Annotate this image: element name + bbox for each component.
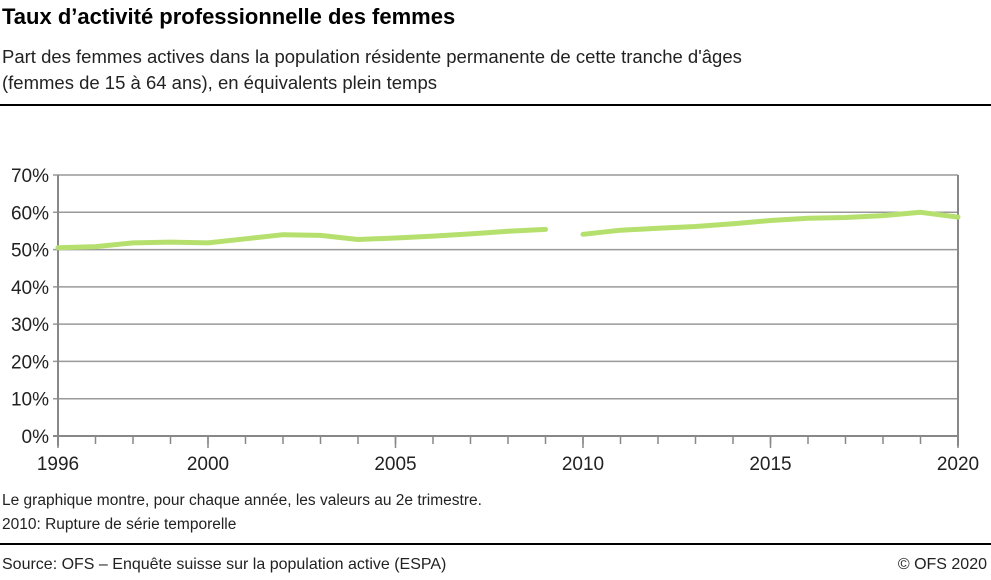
series-line [580,209,961,237]
header-rule [0,104,991,106]
note-2: 2010: Rupture de série temporelle [2,516,237,533]
y-tick-label: 10% [11,390,49,411]
y-tick-label: 50% [11,241,49,262]
y-tick-label: 60% [11,203,49,224]
x-tick-label: 2015 [749,454,791,475]
x-tick-label: 2010 [562,454,604,475]
y-tick-label: 0% [22,427,50,448]
x-tick-label: 2005 [374,454,416,475]
chart-title: Taux d’activité professionnelle des femm… [2,4,456,29]
y-tick-label: 40% [11,278,49,299]
series-line [55,226,548,251]
y-tick-label: 30% [11,315,49,336]
source: Source: OFS – Enquête suisse sur la popu… [2,556,447,573]
x-tick-label: 1996 [37,454,79,475]
subtitle-line-1: Part des femmes actives dans la populati… [2,46,742,67]
y-tick-label: 70% [11,166,49,187]
line-chart: 0% 10% 20% 30% 40% 50% 60% 70% 1996 2000 2005 2010 2… [11,166,979,475]
subtitle-line-2: (femmes de 15 à 64 ans), en équivalents … [2,72,437,93]
y-tick-label: 20% [11,352,49,373]
x-tick-label: 2000 [187,454,229,475]
chart-subtitle: Part des femmes actives dans la populati… [2,44,742,96]
x-tick-label: 2020 [937,454,979,475]
note-1: Le graphique montre, pour chaque année, … [2,492,482,509]
footer-rule [0,543,991,545]
copyright: © OFS 2020 [897,556,987,573]
